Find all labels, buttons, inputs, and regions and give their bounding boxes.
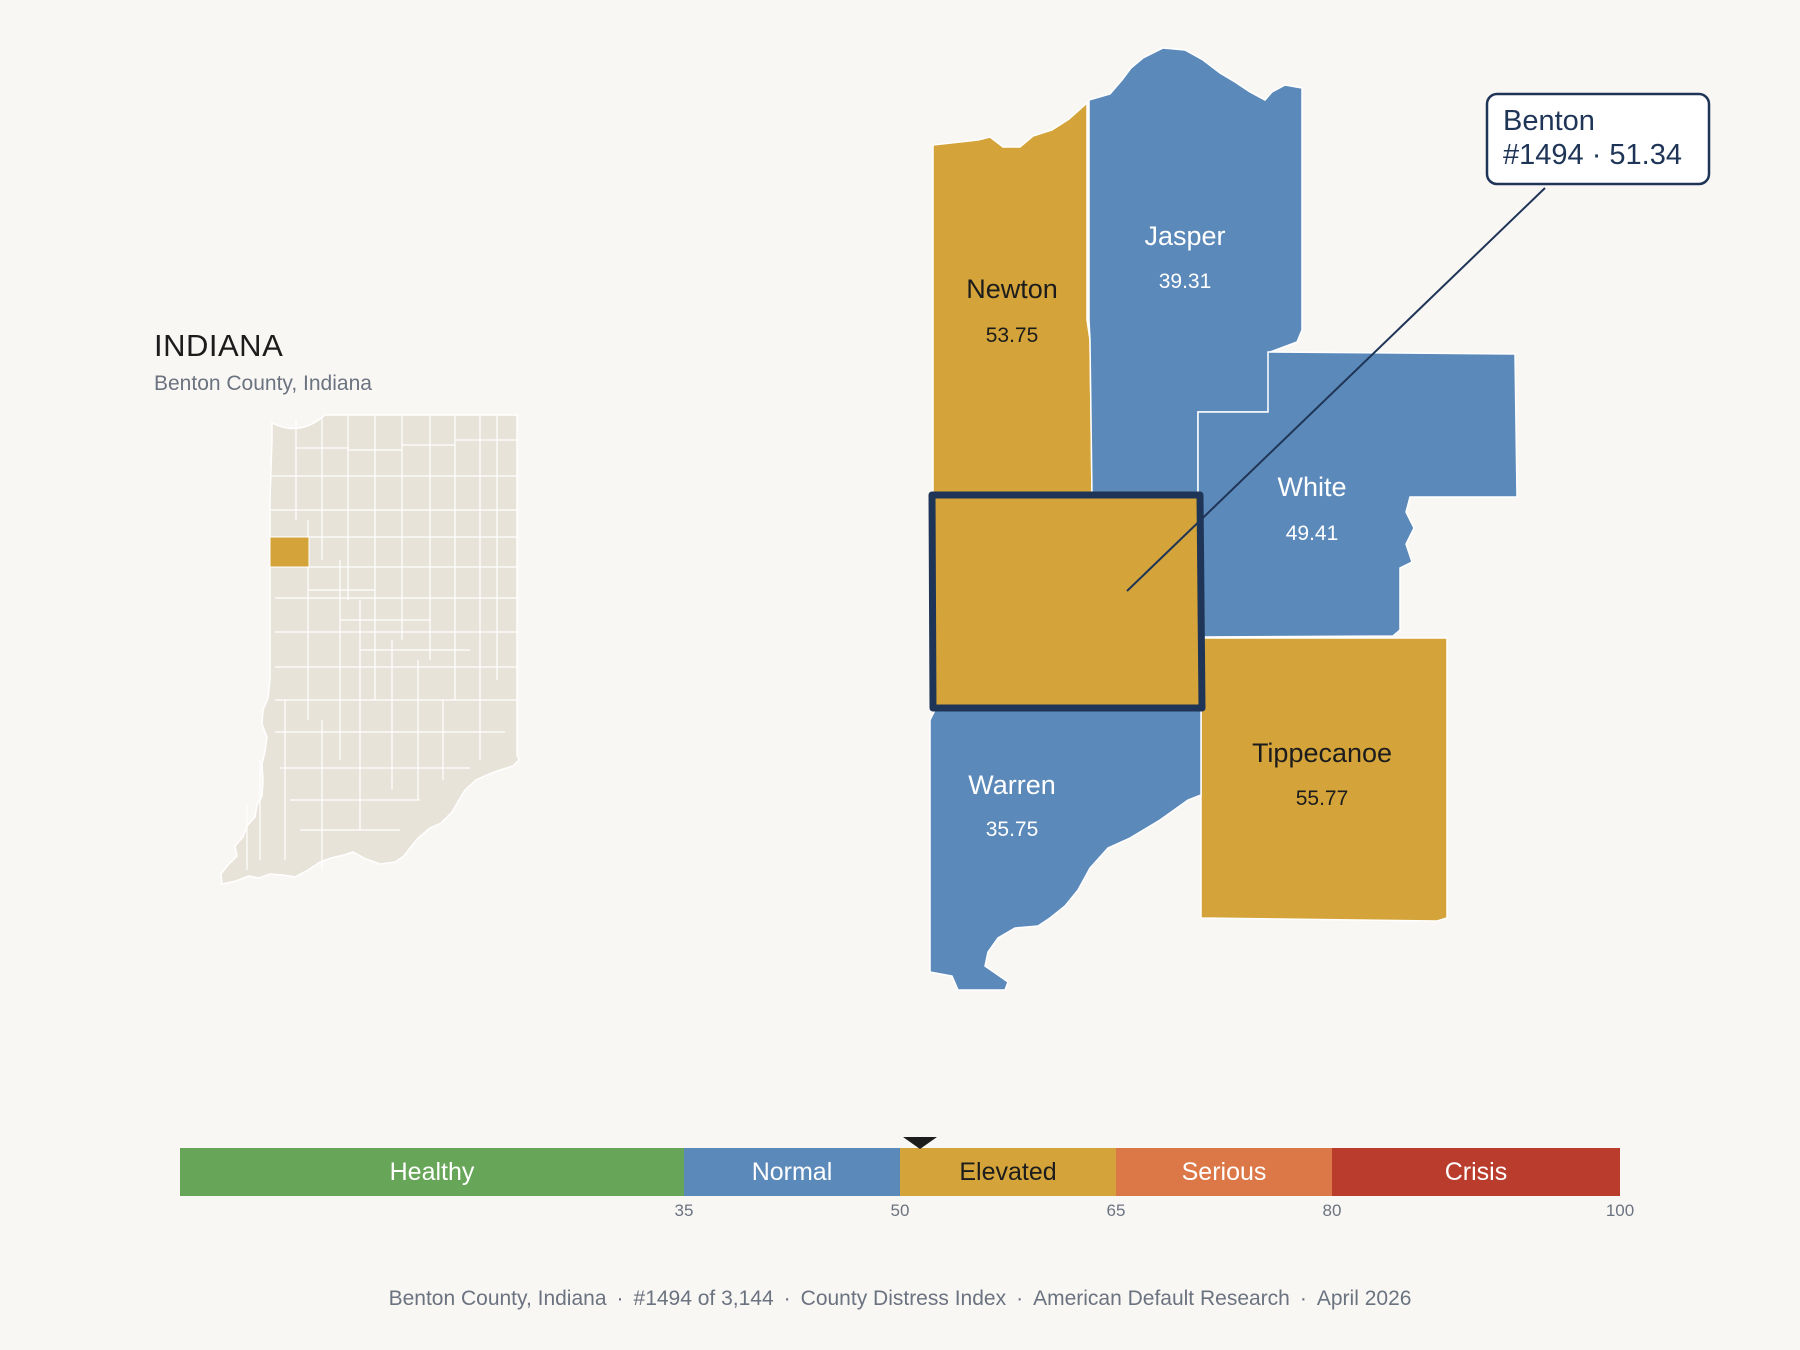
inset-subtitle: Benton County, Indiana [154, 372, 372, 395]
county-label-tippecanoe: Tippecanoe [1252, 738, 1392, 768]
footer-location: Benton County, Indiana [388, 1287, 607, 1310]
distress-scale-legend: Healthy Normal Elevated Serious Crisis 3… [180, 1137, 1634, 1220]
county-shape-benton [928, 491, 1206, 712]
footer-separator: · [1016, 1287, 1024, 1310]
legend-label-serious: Serious [1182, 1158, 1267, 1186]
county-label-newton: Newton [966, 274, 1058, 304]
inset-indiana-map [220, 414, 520, 885]
county-value-tippecanoe: 55.77 [1296, 787, 1349, 810]
legend-segment-healthy [180, 1148, 684, 1196]
county-value-white: 49.41 [1286, 522, 1339, 545]
county-labels: Newton 53.75 Jasper 39.31 White 49.41 Wa… [966, 221, 1392, 841]
county-shape-white [1197, 351, 1518, 638]
callout-rank-score: #1494 · 51.34 [1503, 139, 1682, 171]
legend-label-healthy: Healthy [390, 1158, 475, 1186]
inset-benton-highlight [269, 536, 310, 568]
legend-label-normal: Normal [752, 1158, 833, 1186]
callout-county-name: Benton [1503, 105, 1595, 137]
footer-publisher: American Default Research [1033, 1287, 1290, 1310]
inset-state-title: INDIANA [154, 328, 284, 363]
footer-separator: · [1299, 1287, 1307, 1310]
detail-map [928, 47, 1518, 991]
county-value-warren: 35.75 [986, 818, 1039, 841]
legend-tick-100: 100 [1606, 1201, 1634, 1220]
county-shape-tippecanoe [1200, 637, 1448, 922]
benton-callout: Benton #1494 · 51.34 [1126, 92, 1711, 592]
footer-source-line: Benton County, Indiana · #1494 of 3,144 · Co… [0, 1287, 1800, 1311]
footer-date: April 2026 [1316, 1287, 1412, 1310]
footer-separator: · [616, 1287, 624, 1310]
callout-leader-line [1126, 187, 1546, 592]
legend-position-marker [903, 1137, 937, 1149]
legend-segment-elevated [900, 1148, 1116, 1196]
county-label-white: White [1277, 472, 1346, 502]
legend-tick-35: 35 [675, 1201, 694, 1220]
footer-rank: #1494 of 3,144 [633, 1287, 774, 1310]
county-value-jasper: 39.31 [1159, 270, 1212, 293]
legend-segment-crisis [1332, 1148, 1620, 1196]
legend-label-crisis: Crisis [1445, 1158, 1508, 1186]
legend-tick-65: 65 [1107, 1201, 1126, 1220]
county-label-warren: Warren [968, 770, 1056, 800]
county-value-newton: 53.75 [986, 324, 1039, 347]
county-label-jasper: Jasper [1144, 221, 1225, 251]
callout-box [1485, 92, 1711, 186]
footer-index-name: County Distress Index [800, 1287, 1007, 1310]
legend-segment-serious [1116, 1148, 1332, 1196]
legend-segment-normal [684, 1148, 900, 1196]
legend-tick-80: 80 [1323, 1201, 1342, 1220]
footer-separator: · [783, 1287, 791, 1310]
county-shape-warren [929, 707, 1202, 991]
legend-label-elevated: Elevated [959, 1158, 1056, 1186]
county-boundaries [246, 415, 517, 870]
legend-tick-50: 50 [891, 1201, 910, 1220]
